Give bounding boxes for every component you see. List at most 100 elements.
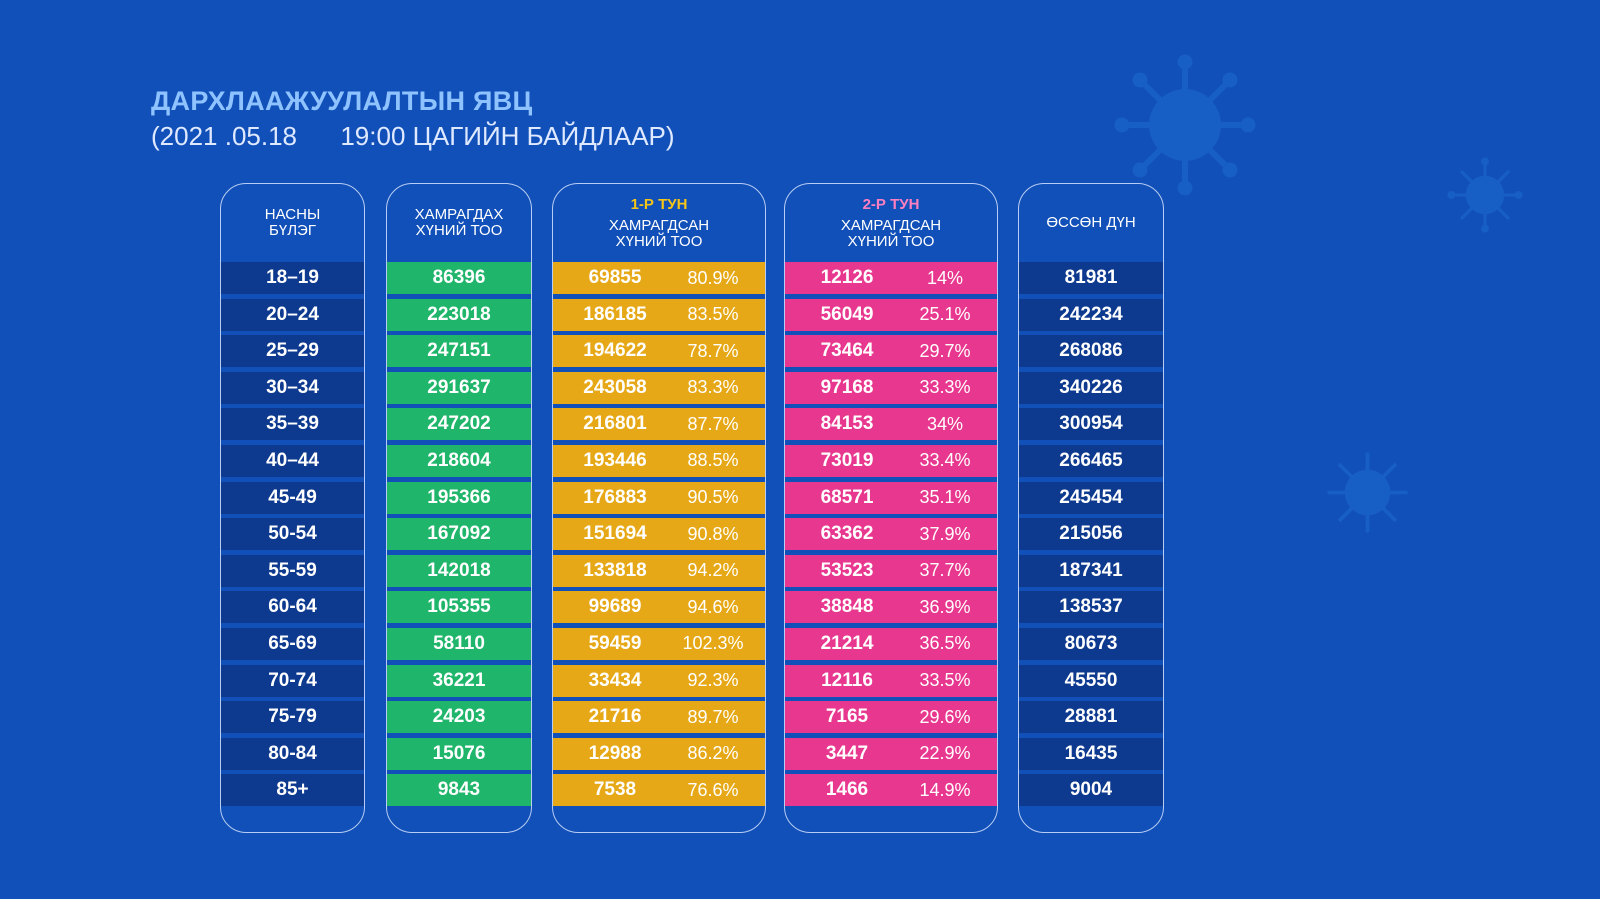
covered-row: 291637 — [387, 371, 531, 404]
covered-cell: 247151 — [427, 340, 491, 362]
remaining-cell: 45550 — [1064, 669, 1118, 691]
dose1-percent-cell: 89.7% — [687, 706, 739, 727]
age-cell: 65-69 — [268, 632, 317, 654]
covered-cell: 218604 — [427, 449, 491, 471]
page-title: ДАРХЛААЖУУЛАЛТЫН ЯВЦ — [151, 86, 533, 116]
dose2-count-cell: 12126 — [820, 267, 874, 288]
remaining-row: 138537 — [1019, 591, 1163, 624]
remaining-cell: 300954 — [1059, 413, 1123, 435]
covered-cell: 86396 — [432, 267, 486, 288]
dose2-column: 2-Р ТУН ХАМРАГДСАН ХҮНИЙ ТОО 12126 14% 560… — [784, 183, 998, 833]
dose1-count-cell: 99689 — [588, 596, 642, 618]
page-subtitle: (2021 .05.18 19:00 ЦАГИЙН БАЙДЛААР) — [151, 121, 675, 151]
dose1-row: 69855 80.9% — [553, 262, 765, 294]
covered-rows: 86396 223018 247151 291637 247202 218604 19536… — [387, 262, 531, 811]
dose2-row: 21214 36.5% — [785, 627, 997, 660]
dose2-count-cell: 7165 — [825, 706, 869, 728]
dose2-row: 12126 14% — [785, 262, 997, 294]
remaining-header: ӨССӨН ДҮН — [1019, 184, 1163, 262]
age-row: 85+ — [221, 774, 364, 807]
remaining-rows: 81981 242234 268086 340226 300954 266465 24545… — [1019, 262, 1163, 811]
remaining-cell: 242234 — [1059, 303, 1123, 325]
remaining-row: 9004 — [1019, 774, 1163, 807]
age-row: 20–24 — [221, 298, 364, 331]
age-row: 45-49 — [221, 481, 364, 514]
dose1-count-cell: 33434 — [588, 669, 642, 691]
covered-row: 142018 — [387, 554, 531, 587]
remaining-row: 242234 — [1019, 298, 1163, 331]
remaining-cell: 215056 — [1059, 523, 1123, 545]
dose2-count-cell: 56049 — [820, 303, 874, 325]
dose2-percent-cell: 33.4% — [919, 450, 971, 471]
covered-row: 218604 — [387, 444, 531, 477]
covered-row: 15076 — [387, 737, 531, 770]
age-cell: 75-79 — [268, 706, 317, 728]
dose1-count-cell: 21716 — [588, 706, 642, 728]
age-row: 18–19 — [221, 262, 364, 294]
dose1-percent-cell: 92.3% — [687, 670, 739, 691]
remaining-cell: 16435 — [1064, 742, 1118, 764]
remaining-row: 80673 — [1019, 627, 1163, 660]
age-row: 65-69 — [221, 627, 364, 660]
remaining-row: 16435 — [1019, 737, 1163, 770]
dose1-row: 186185 83.5% — [553, 298, 765, 331]
dose2-count-cell: 21214 — [820, 632, 874, 654]
dose1-column: 1-Р ТУН ХАМРАГДСАН ХҮНИЙ ТОО 69855 80.9% 1… — [552, 183, 766, 833]
covered-cell: 36221 — [432, 669, 486, 691]
dose1-count-cell: 193446 — [583, 449, 647, 471]
age-header: НАСНЫ БҮЛЭГ — [221, 184, 364, 262]
dose1-row: 12988 86.2% — [553, 737, 765, 770]
age-row: 80-84 — [221, 737, 364, 770]
covered-cell: 24203 — [432, 706, 486, 728]
dose1-row: 99689 94.6% — [553, 591, 765, 624]
dose2-row: 73464 29.7% — [785, 335, 997, 368]
age-row: 40–44 — [221, 444, 364, 477]
virus-icon — [1114, 54, 1256, 196]
dose2-percent-cell: 36.9% — [919, 596, 971, 617]
remaining-cell: 245454 — [1059, 486, 1123, 508]
dose2-count-cell: 1466 — [825, 779, 869, 801]
covered-cell: 105355 — [427, 596, 491, 618]
age-cell: 60-64 — [268, 596, 317, 618]
remaining-cell: 187341 — [1059, 559, 1123, 581]
dose1-percent-cell: 94.2% — [687, 560, 739, 581]
dose1-percent-cell: 87.7% — [687, 413, 739, 434]
dose1-row: 59459 102.3% — [553, 627, 765, 660]
covered-cell: 167092 — [427, 523, 491, 545]
dose1-count-cell: 59459 — [588, 632, 642, 654]
dose2-percent-cell: 36.5% — [919, 633, 971, 654]
covered-row: 247202 — [387, 408, 531, 441]
remaining-row: 266465 — [1019, 444, 1163, 477]
remaining-cell: 28881 — [1064, 706, 1118, 728]
remaining-cell: 9004 — [1069, 779, 1113, 801]
remaining-cell: 340226 — [1059, 376, 1123, 398]
age-cell: 35–39 — [266, 413, 319, 435]
covered-row: 167092 — [387, 518, 531, 551]
remaining-cell: 138537 — [1059, 596, 1123, 618]
age-row: 55-59 — [221, 554, 364, 587]
dose1-header: 1-Р ТУН ХАМРАГДСАН ХҮНИЙ ТОО — [553, 184, 765, 262]
age-cell: 25–29 — [266, 340, 319, 362]
title-block: ДАРХЛААЖУУЛАЛТЫН ЯВЦ (2021 .05.18 19:00 … — [151, 86, 675, 152]
dose1-count-cell: 151694 — [583, 523, 647, 545]
dose1-row: 193446 88.5% — [553, 444, 765, 477]
dose2-percent-cell: 33.5% — [919, 670, 971, 691]
dose2-percent-cell: 22.9% — [919, 743, 971, 764]
covered-row: 223018 — [387, 298, 531, 331]
covered-row: 36221 — [387, 664, 531, 697]
dose1-count-cell: 186185 — [583, 303, 647, 325]
dose2-count-cell: 73464 — [820, 340, 874, 362]
age-row: 35–39 — [221, 408, 364, 441]
dose1-row: 243058 83.3% — [553, 371, 765, 404]
covered-cell: 223018 — [427, 303, 491, 325]
remaining-row: 45550 — [1019, 664, 1163, 697]
remaining-cell: 80673 — [1064, 632, 1118, 654]
dose1-count-cell: 133818 — [583, 559, 647, 581]
covered-cell: 247202 — [427, 413, 491, 435]
age-row: 75-79 — [221, 701, 364, 734]
age-header-label: НАСНЫ БҮЛЭГ — [264, 206, 321, 239]
dose2-row: 56049 25.1% — [785, 298, 997, 331]
age-cell: 40–44 — [266, 449, 319, 471]
dose1-percent-cell: 90.8% — [687, 523, 739, 544]
dose2-row: 73019 33.4% — [785, 444, 997, 477]
